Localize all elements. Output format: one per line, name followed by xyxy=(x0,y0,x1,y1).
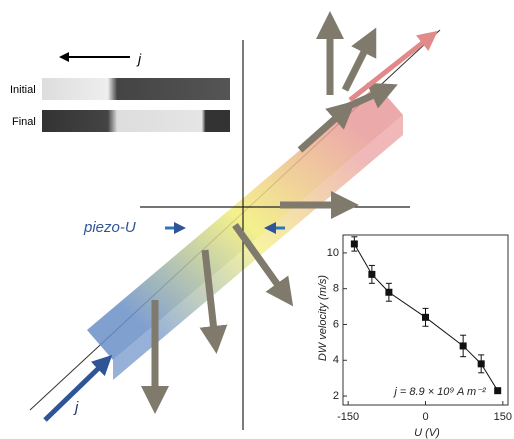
figure: j Initial Final piezo-U j DW velocity (m… xyxy=(0,0,514,439)
marker xyxy=(385,289,392,296)
y-tick-label: 4 xyxy=(333,354,339,366)
marker xyxy=(478,360,485,367)
current-label: j xyxy=(136,51,142,67)
page: j Initial Final piezo-U j DW velocity (m… xyxy=(0,0,514,439)
x-axis-label: U (V) xyxy=(414,427,440,439)
piezo-label: piezo-U xyxy=(83,219,136,236)
marker xyxy=(460,342,467,349)
y-tick-label: 8 xyxy=(333,283,339,295)
marker xyxy=(494,387,501,394)
marker xyxy=(368,271,375,278)
y-tick-label: 6 xyxy=(333,318,339,330)
y-tick-label: 10 xyxy=(327,247,339,259)
initial-label: Initial xyxy=(10,84,36,96)
y-tick-label: 2 xyxy=(333,390,339,402)
inset-background xyxy=(312,222,514,439)
x-tick-label: 0 xyxy=(422,411,428,423)
marker xyxy=(422,314,429,321)
x-tick-label: 150 xyxy=(494,411,512,423)
annotation: j = 8.9 × 10⁹ A m⁻² xyxy=(392,386,486,398)
current-label: j xyxy=(73,399,79,416)
final-label: Final xyxy=(12,116,36,128)
x-tick-label: -150 xyxy=(337,411,359,423)
marker xyxy=(351,240,358,247)
y-axis-label: DW velocity (m/s) xyxy=(317,275,329,362)
